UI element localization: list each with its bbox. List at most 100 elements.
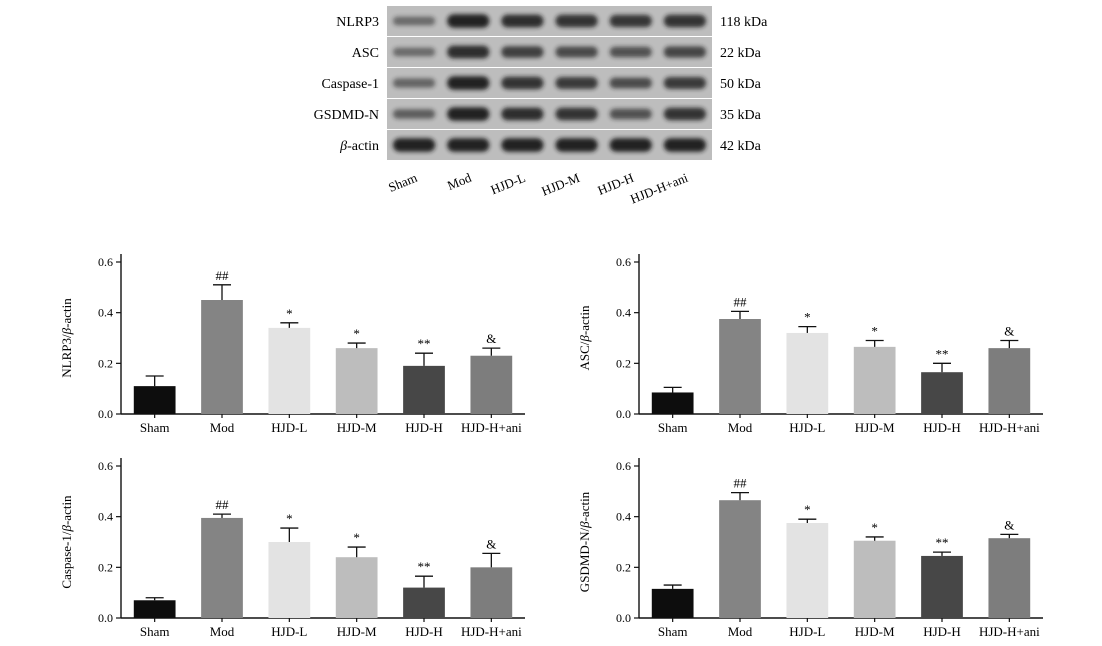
- x-tick-label: HJD-L: [789, 420, 825, 435]
- bar: [403, 365, 445, 414]
- y-tick-label: 0.2: [98, 356, 113, 370]
- significance-label: **: [418, 559, 431, 574]
- lane-label: HJD-L: [488, 170, 527, 197]
- protein-label: ASC: [352, 46, 379, 61]
- protein-size-label: 42 kDa: [720, 139, 762, 154]
- x-tick-label: Mod: [728, 420, 753, 435]
- blot-band: [501, 107, 544, 121]
- blot-band: [609, 14, 652, 28]
- protein-size-label: 50 kDa: [720, 77, 762, 92]
- y-tick-label: 0.0: [98, 611, 113, 625]
- lane-label: HJD-H+ani: [628, 170, 690, 207]
- y-tick-label: 0.0: [616, 611, 631, 625]
- gsdmd-bar-chart: GSDMD-N/β-actin 0.0 0.2 0.4 0.6 Sham ## Mod * HJD…: [577, 458, 1043, 639]
- blot-band: [501, 76, 544, 90]
- y-axis-label: Caspase-1/β-actin: [59, 495, 74, 589]
- x-tick-label: Sham: [140, 420, 170, 435]
- bar: [335, 557, 378, 618]
- blot-band: [501, 14, 544, 28]
- blot-row-bg: [387, 130, 712, 160]
- y-tick-label: 0.6: [98, 255, 113, 269]
- blot-band: [501, 46, 544, 58]
- significance-label: ##: [734, 476, 748, 491]
- blot-band: [555, 46, 598, 58]
- bar: [988, 348, 1031, 414]
- significance-label: *: [353, 530, 360, 545]
- significance-label: *: [871, 324, 878, 339]
- bar: [786, 332, 829, 414]
- protein-label: NLRP3: [336, 15, 379, 30]
- bar: [403, 587, 445, 618]
- x-tick-label: HJD-H+ani: [461, 420, 522, 435]
- significance-label: &: [1004, 324, 1014, 339]
- y-tick-label: 0.6: [616, 459, 631, 473]
- blot-band: [663, 14, 707, 28]
- blot-band: [609, 138, 652, 152]
- bar: [268, 542, 311, 618]
- significance-label: *: [286, 511, 293, 526]
- x-tick-label: HJD-H+ani: [979, 624, 1040, 639]
- significance-label: ##: [216, 268, 230, 283]
- x-tick-label: HJD-H+ani: [979, 420, 1040, 435]
- y-axis-label: GSDMD-N/β-actin: [577, 491, 592, 592]
- bar: [201, 300, 243, 414]
- blot-band: [447, 138, 490, 152]
- bar: [853, 540, 896, 618]
- blot-band: [555, 107, 598, 121]
- blot-band: [663, 107, 707, 121]
- y-tick-label: 0.6: [616, 255, 631, 269]
- significance-label: ##: [734, 294, 748, 309]
- blot-row-bg: [387, 37, 712, 67]
- x-tick-label: Mod: [210, 420, 235, 435]
- caspase1-bar-chart: Caspase-1/β-actin 0.0 0.2 0.4 0.6 Sham ## Mod * H…: [59, 458, 525, 639]
- blot-band: [447, 107, 490, 121]
- bar: [651, 588, 694, 618]
- x-tick-label: HJD-L: [271, 624, 307, 639]
- x-tick-label: Sham: [658, 420, 688, 435]
- bar: [470, 355, 513, 414]
- protein-label: β-actin: [339, 139, 379, 154]
- y-tick-label: 0.2: [616, 356, 631, 370]
- x-tick-label: HJD-M: [337, 624, 377, 639]
- blot-band: [609, 46, 652, 58]
- x-tick-label: Mod: [728, 624, 753, 639]
- y-tick-label: 0.4: [616, 306, 631, 320]
- blot-row-bg: [387, 68, 712, 98]
- blot-band: [447, 76, 490, 90]
- x-tick-label: Mod: [210, 624, 235, 639]
- y-axis-label: NLRP3/β-actin: [59, 298, 74, 378]
- significance-label: *: [871, 520, 878, 535]
- x-tick-label: Sham: [658, 624, 688, 639]
- blot-band: [555, 14, 598, 28]
- significance-label: **: [418, 336, 431, 351]
- lane-label: Sham: [386, 170, 419, 195]
- blot-band: [609, 77, 652, 89]
- blot-band: [663, 77, 707, 89]
- bar: [268, 327, 311, 414]
- x-tick-label: HJD-L: [789, 624, 825, 639]
- blot-band: [392, 47, 436, 57]
- protein-label: GSDMD-N: [314, 108, 379, 123]
- western-blot-panel: NLRP3 118 kDa ASC 22 kDa Caspase-1 50 kDa GSDM…: [314, 6, 768, 207]
- blot-band: [663, 138, 707, 152]
- x-tick-label: HJD-H: [405, 420, 443, 435]
- blot-row-bg: [387, 99, 712, 129]
- x-tick-label: HJD-H: [923, 420, 961, 435]
- x-tick-label: HJD-M: [337, 420, 377, 435]
- bar: [786, 523, 829, 618]
- blot-band: [447, 14, 490, 28]
- bar: [470, 567, 513, 618]
- bar: [719, 319, 761, 414]
- asc-bar-chart: ASC/β-actin 0.0 0.2 0.4 0.6 Sham ## Mod * HJD-L * H…: [577, 254, 1043, 435]
- blot-band: [392, 138, 436, 152]
- x-tick-label: HJD-L: [271, 420, 307, 435]
- y-tick-label: 0.4: [98, 306, 113, 320]
- protein-size-label: 35 kDa: [720, 108, 762, 123]
- bar: [651, 392, 694, 414]
- x-tick-label: Sham: [140, 624, 170, 639]
- protein-label: Caspase-1: [321, 77, 379, 92]
- blot-band: [555, 138, 598, 152]
- significance-label: *: [353, 326, 360, 341]
- significance-label: *: [804, 502, 811, 517]
- significance-label: &: [486, 536, 496, 551]
